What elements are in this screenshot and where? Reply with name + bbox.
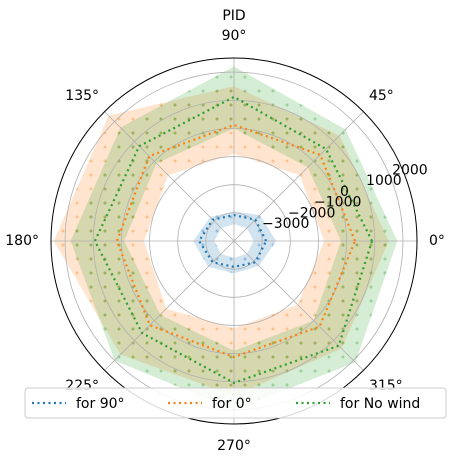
polar-frame [50,57,418,425]
theta-tick-label: 45° [369,88,394,104]
band-hatch [70,66,398,410]
legend-label: for 0° [212,396,252,412]
theta-tick-label: 270° [217,438,251,454]
series-line [115,123,357,359]
r-tick-label: −3000 [262,216,309,232]
series-line [93,95,374,385]
legend-box [24,387,447,419]
theta-tick-label: 180° [5,233,39,249]
theta-tick-label: 0° [429,233,445,249]
grid-spoke [104,240,235,371]
grid-spoke [233,240,364,371]
series-line [197,213,268,269]
theta-tick-label: 90° [222,28,247,44]
r-tick-label: 0 [340,184,349,200]
legend: for 90° for 0° for No wind [24,387,447,419]
r-tick-label: −1000 [314,195,361,211]
r-tick-label: −2000 [288,205,335,221]
theta-tick-label: 135° [65,88,99,104]
chart-title: PID [222,8,245,24]
r-tick-label: 1000 [366,173,402,189]
legend-label: for 90° [76,396,125,412]
r-tick-label: 2000 [392,162,428,178]
legend-label: for No wind [340,396,420,412]
band-hatch [193,211,277,274]
